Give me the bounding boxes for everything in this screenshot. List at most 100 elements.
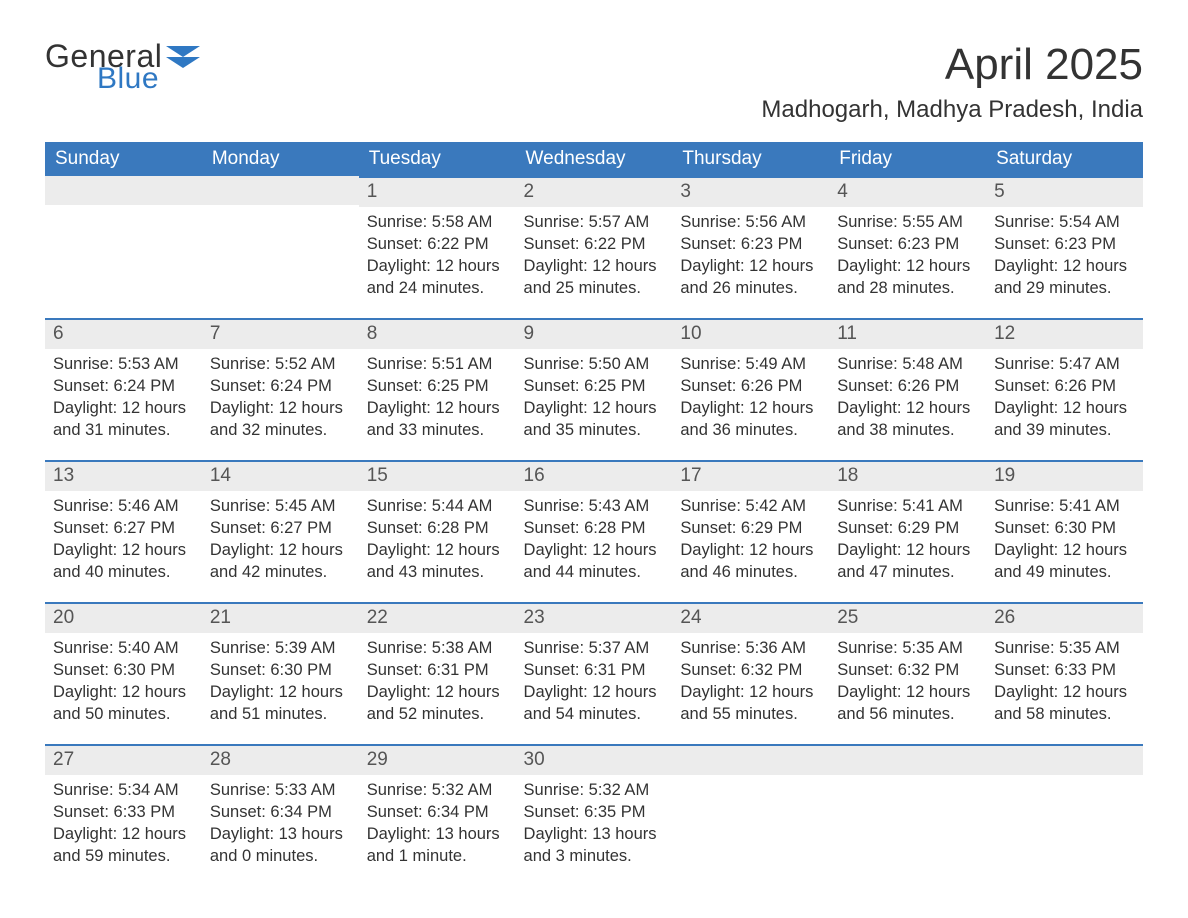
calendar-week: 1Sunrise: 5:58 AMSunset: 6:22 PMDaylight… bbox=[45, 176, 1143, 318]
day-content: Sunrise: 5:58 AMSunset: 6:22 PMDaylight:… bbox=[359, 207, 516, 300]
day-number: 21 bbox=[202, 602, 359, 633]
sunset-line: Sunset: 6:23 PM bbox=[837, 233, 978, 255]
sunset-line: Sunset: 6:26 PM bbox=[994, 375, 1135, 397]
sunrise-line: Sunrise: 5:51 AM bbox=[367, 353, 508, 375]
daylight-line: Daylight: 12 hours and 40 minutes. bbox=[53, 539, 194, 584]
sunrise-line: Sunrise: 5:38 AM bbox=[367, 637, 508, 659]
weekday-header: Monday bbox=[202, 142, 359, 176]
sunrise-line: Sunrise: 5:45 AM bbox=[210, 495, 351, 517]
daylight-line: Daylight: 12 hours and 46 minutes. bbox=[680, 539, 821, 584]
day-content: Sunrise: 5:46 AMSunset: 6:27 PMDaylight:… bbox=[45, 491, 202, 584]
sunset-line: Sunset: 6:29 PM bbox=[837, 517, 978, 539]
calendar-cell: 19Sunrise: 5:41 AMSunset: 6:30 PMDayligh… bbox=[986, 460, 1143, 602]
calendar-week: 27Sunrise: 5:34 AMSunset: 6:33 PMDayligh… bbox=[45, 744, 1143, 886]
empty-daynum bbox=[986, 744, 1143, 775]
calendar-cell: 11Sunrise: 5:48 AMSunset: 6:26 PMDayligh… bbox=[829, 318, 986, 460]
sunrise-line: Sunrise: 5:49 AM bbox=[680, 353, 821, 375]
empty-daynum bbox=[45, 176, 202, 205]
weekday-header-row: Sunday Monday Tuesday Wednesday Thursday… bbox=[45, 142, 1143, 176]
calendar-cell: 16Sunrise: 5:43 AMSunset: 6:28 PMDayligh… bbox=[516, 460, 673, 602]
daylight-line: Daylight: 12 hours and 31 minutes. bbox=[53, 397, 194, 442]
daylight-line: Daylight: 12 hours and 39 minutes. bbox=[994, 397, 1135, 442]
day-content: Sunrise: 5:48 AMSunset: 6:26 PMDaylight:… bbox=[829, 349, 986, 442]
sunset-line: Sunset: 6:25 PM bbox=[367, 375, 508, 397]
sunset-line: Sunset: 6:26 PM bbox=[680, 375, 821, 397]
calendar-week: 13Sunrise: 5:46 AMSunset: 6:27 PMDayligh… bbox=[45, 460, 1143, 602]
daylight-line: Daylight: 12 hours and 47 minutes. bbox=[837, 539, 978, 584]
day-number: 29 bbox=[359, 744, 516, 775]
sunset-line: Sunset: 6:30 PM bbox=[210, 659, 351, 681]
calendar-cell bbox=[986, 744, 1143, 886]
sunrise-line: Sunrise: 5:42 AM bbox=[680, 495, 821, 517]
day-number: 13 bbox=[45, 460, 202, 491]
daylight-line: Daylight: 12 hours and 56 minutes. bbox=[837, 681, 978, 726]
calendar-page: General Blue April 2025 Madhogarh, Madhy… bbox=[0, 0, 1188, 918]
day-content: Sunrise: 5:43 AMSunset: 6:28 PMDaylight:… bbox=[516, 491, 673, 584]
daylight-line: Daylight: 13 hours and 1 minute. bbox=[367, 823, 508, 868]
sunrise-line: Sunrise: 5:33 AM bbox=[210, 779, 351, 801]
calendar-cell: 27Sunrise: 5:34 AMSunset: 6:33 PMDayligh… bbox=[45, 744, 202, 886]
sunrise-line: Sunrise: 5:52 AM bbox=[210, 353, 351, 375]
sunrise-line: Sunrise: 5:32 AM bbox=[524, 779, 665, 801]
sunrise-line: Sunrise: 5:53 AM bbox=[53, 353, 194, 375]
calendar-cell: 30Sunrise: 5:32 AMSunset: 6:35 PMDayligh… bbox=[516, 744, 673, 886]
daylight-line: Daylight: 12 hours and 26 minutes. bbox=[680, 255, 821, 300]
calendar-cell: 20Sunrise: 5:40 AMSunset: 6:30 PMDayligh… bbox=[45, 602, 202, 744]
sunset-line: Sunset: 6:27 PM bbox=[53, 517, 194, 539]
sunrise-line: Sunrise: 5:39 AM bbox=[210, 637, 351, 659]
sunset-line: Sunset: 6:23 PM bbox=[994, 233, 1135, 255]
daylight-line: Daylight: 12 hours and 52 minutes. bbox=[367, 681, 508, 726]
calendar-cell: 26Sunrise: 5:35 AMSunset: 6:33 PMDayligh… bbox=[986, 602, 1143, 744]
day-content: Sunrise: 5:56 AMSunset: 6:23 PMDaylight:… bbox=[672, 207, 829, 300]
calendar-cell bbox=[45, 176, 202, 318]
sunrise-line: Sunrise: 5:34 AM bbox=[53, 779, 194, 801]
sunset-line: Sunset: 6:30 PM bbox=[53, 659, 194, 681]
calendar-cell: 25Sunrise: 5:35 AMSunset: 6:32 PMDayligh… bbox=[829, 602, 986, 744]
sunset-line: Sunset: 6:33 PM bbox=[994, 659, 1135, 681]
calendar-week: 20Sunrise: 5:40 AMSunset: 6:30 PMDayligh… bbox=[45, 602, 1143, 744]
daylight-line: Daylight: 12 hours and 38 minutes. bbox=[837, 397, 978, 442]
day-content: Sunrise: 5:41 AMSunset: 6:30 PMDaylight:… bbox=[986, 491, 1143, 584]
calendar-week: 6Sunrise: 5:53 AMSunset: 6:24 PMDaylight… bbox=[45, 318, 1143, 460]
day-content: Sunrise: 5:35 AMSunset: 6:33 PMDaylight:… bbox=[986, 633, 1143, 726]
calendar-cell: 8Sunrise: 5:51 AMSunset: 6:25 PMDaylight… bbox=[359, 318, 516, 460]
daylight-line: Daylight: 12 hours and 44 minutes. bbox=[524, 539, 665, 584]
day-number: 11 bbox=[829, 318, 986, 349]
sunset-line: Sunset: 6:26 PM bbox=[837, 375, 978, 397]
daylight-line: Daylight: 12 hours and 35 minutes. bbox=[524, 397, 665, 442]
calendar-cell: 22Sunrise: 5:38 AMSunset: 6:31 PMDayligh… bbox=[359, 602, 516, 744]
day-number: 20 bbox=[45, 602, 202, 633]
weekday-header: Saturday bbox=[986, 142, 1143, 176]
logo: General Blue bbox=[45, 40, 200, 94]
day-number: 15 bbox=[359, 460, 516, 491]
daylight-line: Daylight: 12 hours and 24 minutes. bbox=[367, 255, 508, 300]
sunrise-line: Sunrise: 5:46 AM bbox=[53, 495, 194, 517]
daylight-line: Daylight: 12 hours and 58 minutes. bbox=[994, 681, 1135, 726]
weekday-header: Wednesday bbox=[516, 142, 673, 176]
sunset-line: Sunset: 6:24 PM bbox=[210, 375, 351, 397]
logo-word2: Blue bbox=[97, 64, 200, 94]
sunrise-line: Sunrise: 5:37 AM bbox=[524, 637, 665, 659]
calendar-cell: 21Sunrise: 5:39 AMSunset: 6:30 PMDayligh… bbox=[202, 602, 359, 744]
day-content: Sunrise: 5:38 AMSunset: 6:31 PMDaylight:… bbox=[359, 633, 516, 726]
day-content: Sunrise: 5:49 AMSunset: 6:26 PMDaylight:… bbox=[672, 349, 829, 442]
sunset-line: Sunset: 6:31 PM bbox=[367, 659, 508, 681]
day-content: Sunrise: 5:55 AMSunset: 6:23 PMDaylight:… bbox=[829, 207, 986, 300]
sunrise-line: Sunrise: 5:32 AM bbox=[367, 779, 508, 801]
sunrise-line: Sunrise: 5:57 AM bbox=[524, 211, 665, 233]
sunrise-line: Sunrise: 5:47 AM bbox=[994, 353, 1135, 375]
sunset-line: Sunset: 6:22 PM bbox=[367, 233, 508, 255]
empty-daynum bbox=[829, 744, 986, 775]
sunset-line: Sunset: 6:32 PM bbox=[837, 659, 978, 681]
weekday-header: Friday bbox=[829, 142, 986, 176]
daylight-line: Daylight: 12 hours and 49 minutes. bbox=[994, 539, 1135, 584]
day-number: 27 bbox=[45, 744, 202, 775]
day-number: 28 bbox=[202, 744, 359, 775]
day-content: Sunrise: 5:35 AMSunset: 6:32 PMDaylight:… bbox=[829, 633, 986, 726]
day-number: 24 bbox=[672, 602, 829, 633]
day-content: Sunrise: 5:32 AMSunset: 6:34 PMDaylight:… bbox=[359, 775, 516, 868]
day-content: Sunrise: 5:44 AMSunset: 6:28 PMDaylight:… bbox=[359, 491, 516, 584]
weekday-header: Tuesday bbox=[359, 142, 516, 176]
daylight-line: Daylight: 12 hours and 43 minutes. bbox=[367, 539, 508, 584]
day-content: Sunrise: 5:52 AMSunset: 6:24 PMDaylight:… bbox=[202, 349, 359, 442]
